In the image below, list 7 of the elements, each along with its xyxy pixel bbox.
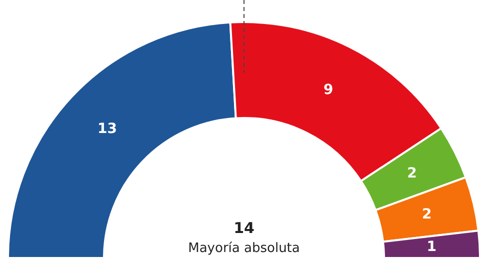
text: Mayoría absoluta xyxy=(188,241,300,256)
data-label: 1 xyxy=(426,239,437,256)
data-label: 13 xyxy=(98,120,117,137)
data-label: 2 xyxy=(422,206,432,223)
text: 14 xyxy=(234,219,254,237)
data-label: 9 xyxy=(324,82,334,98)
data-label: 2 xyxy=(407,166,417,182)
